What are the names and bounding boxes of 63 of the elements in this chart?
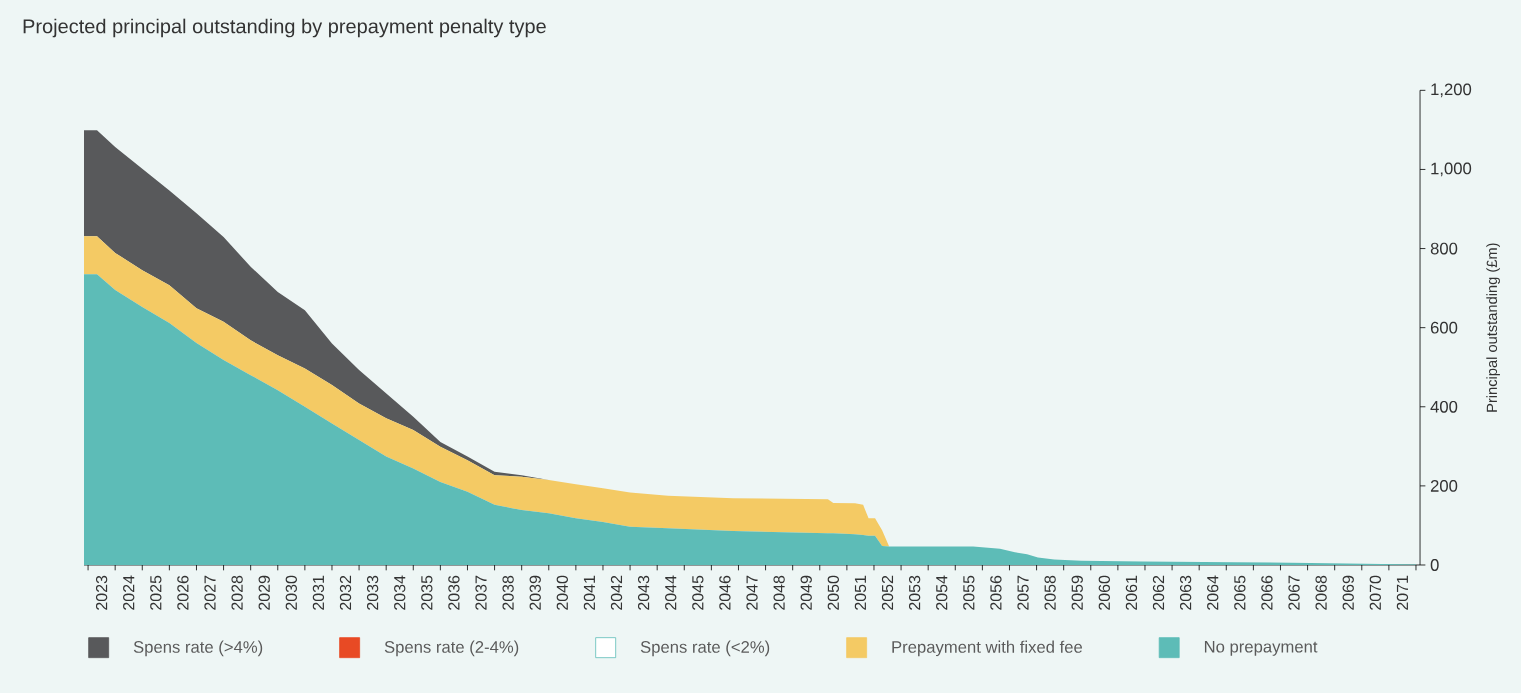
y-axis-title: Principal outstanding (£m) bbox=[1486, 243, 1500, 412]
y-tick-label: 200 bbox=[1430, 480, 1458, 492]
y-tick-label: 0 bbox=[1430, 559, 1439, 571]
chart-title: Projected principal outstanding by prepayment penalty type bbox=[23, 18, 546, 38]
y-tick-label: 1,000 bbox=[1431, 162, 1472, 177]
x-tick-label: 2046 bbox=[719, 575, 731, 610]
x-tick-label: 2036 bbox=[448, 575, 460, 610]
x-tick-label: 2030 bbox=[285, 575, 297, 610]
y-tick-label: 400 bbox=[1430, 400, 1458, 413]
x-tick-label: 2023 bbox=[95, 575, 108, 610]
x-tick-label: 2069 bbox=[1342, 575, 1354, 610]
x-tick-label: 2071 bbox=[1396, 575, 1409, 610]
x-tick-label: 2038 bbox=[502, 575, 514, 610]
x-tick-label: 2066 bbox=[1261, 575, 1273, 610]
x-tick-label: 2063 bbox=[1179, 575, 1192, 610]
x-tick-label: 2065 bbox=[1234, 575, 1246, 610]
x-tick-label: 2042 bbox=[610, 575, 623, 610]
x-tick-label: 2039 bbox=[529, 575, 541, 610]
x-tick-label: 2064 bbox=[1207, 575, 1219, 610]
x-tick-label: 2027 bbox=[204, 575, 216, 610]
x-tick-label: 2024 bbox=[123, 575, 135, 610]
x-tick-label: 2056 bbox=[990, 575, 1002, 610]
x-tick-label: 2029 bbox=[258, 575, 270, 610]
x-tick-label: 2037 bbox=[475, 575, 487, 610]
x-tick-label: 2051 bbox=[854, 575, 867, 610]
x-tick-label: 2033 bbox=[366, 575, 379, 610]
x-tick-label: 2045 bbox=[692, 575, 704, 610]
x-tick-label: 2058 bbox=[1044, 575, 1056, 610]
x-tick-label: 2043 bbox=[637, 575, 650, 610]
legend-label: Spens rate (2-4%) bbox=[384, 640, 519, 657]
x-tick-label: 2059 bbox=[1071, 575, 1083, 610]
x-tick-label: 2041 bbox=[583, 575, 596, 610]
x-tick-label: 2054 bbox=[936, 575, 948, 610]
x-tick-label: 2026 bbox=[177, 575, 189, 610]
x-tick-label: 2067 bbox=[1288, 575, 1300, 610]
x-tick-label: 2040 bbox=[556, 575, 568, 610]
x-tick-label: 2044 bbox=[665, 575, 677, 610]
x-tick-label: 2034 bbox=[394, 575, 406, 610]
legend-label: Spens rate (>4%) bbox=[133, 640, 263, 657]
x-tick-label: 2048 bbox=[773, 575, 785, 610]
y-tick-label: 800 bbox=[1430, 242, 1458, 255]
y-tick-label: 1,200 bbox=[1431, 83, 1472, 98]
legend-label: Prepayment with fixed fee bbox=[892, 640, 1083, 657]
x-tick-label: 2035 bbox=[421, 575, 433, 610]
x-tick-label: 2028 bbox=[231, 575, 243, 610]
x-tick-label: 2047 bbox=[746, 575, 758, 610]
x-tick-label: 2053 bbox=[908, 575, 921, 610]
x-tick-label: 2049 bbox=[800, 575, 812, 610]
x-tick-label: 2025 bbox=[150, 575, 162, 610]
legend-label: No prepayment bbox=[1204, 640, 1318, 656]
x-tick-label: 2070 bbox=[1369, 575, 1381, 610]
x-tick-label: 2061 bbox=[1125, 575, 1138, 610]
x-tick-label: 2031 bbox=[312, 575, 325, 610]
y-tick-label: 600 bbox=[1430, 321, 1458, 334]
x-tick-label: 2057 bbox=[1017, 575, 1029, 610]
x-tick-label: 2052 bbox=[881, 575, 894, 610]
x-tick-label: 2068 bbox=[1315, 575, 1327, 610]
x-tick-label: 2062 bbox=[1152, 575, 1165, 610]
legend-label: Spens rate (<2%) bbox=[640, 640, 770, 657]
x-tick-label: 2060 bbox=[1098, 575, 1110, 610]
x-tick-label: 2050 bbox=[827, 575, 839, 610]
x-tick-label: 2055 bbox=[963, 575, 975, 610]
x-tick-label: 2032 bbox=[339, 575, 352, 610]
